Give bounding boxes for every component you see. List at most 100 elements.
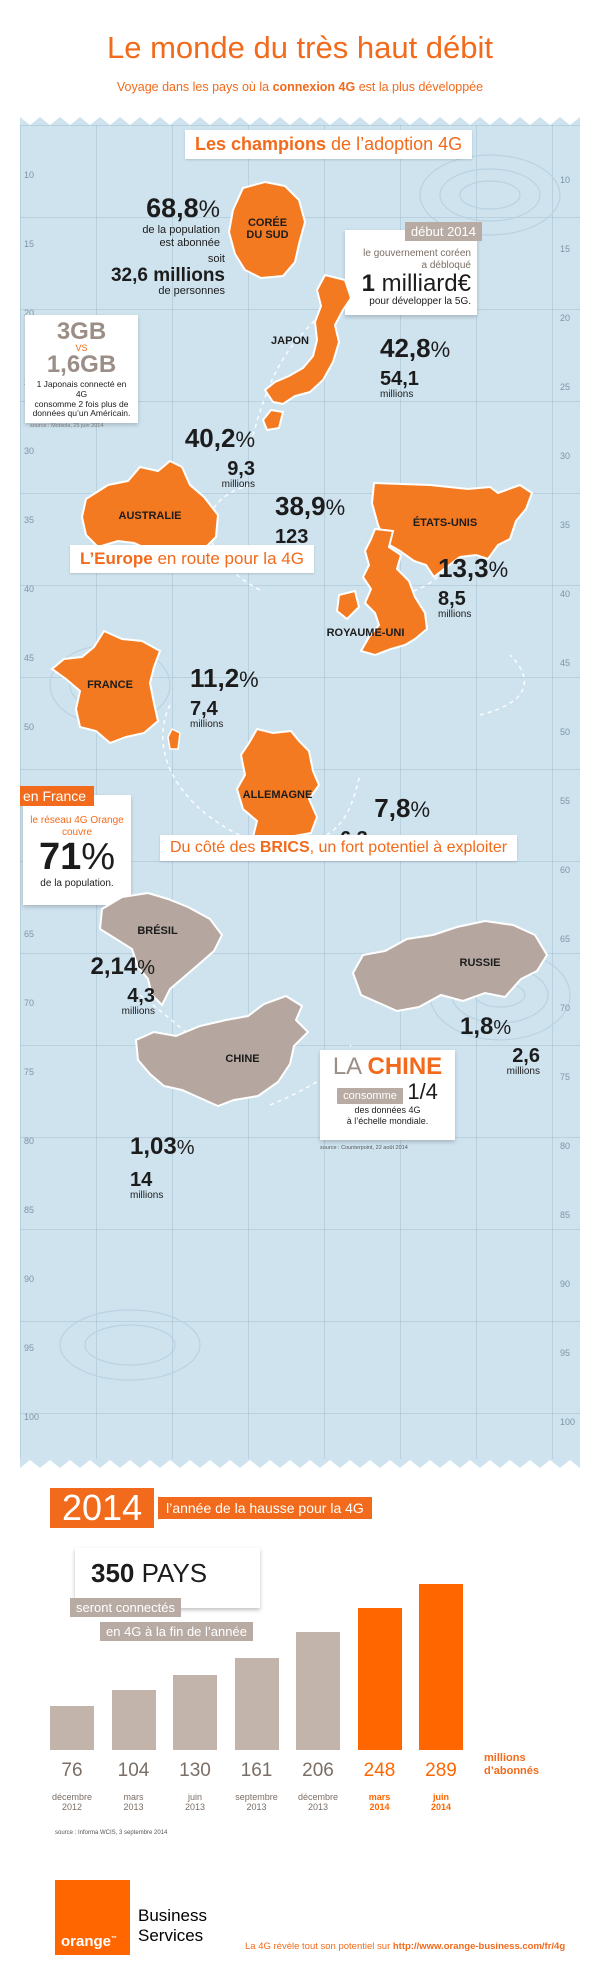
japon-pct-value: 42,8 <box>380 333 431 363</box>
usa-map-shape <box>370 481 534 579</box>
axis-number-right: 20 <box>560 313 571 323</box>
coree-pct-text1: de la population <box>142 224 220 236</box>
coree-label-line1: CORÉE <box>247 217 288 229</box>
russie-pct-sign: % <box>493 1017 512 1039</box>
coree-card-amount-word: milliard <box>381 270 458 297</box>
japon-card-text1: 1 Japonais connecté en 4G <box>36 379 127 399</box>
chine-label: CHINE <box>225 1053 260 1065</box>
axis-number-left: 35 <box>24 515 35 525</box>
subscribers-bar-chart <box>40 1560 490 1750</box>
france-pct-sign: % <box>239 667 259 692</box>
coree-millions-text: de personnes <box>158 284 225 297</box>
subtitle-after: est la plus développée <box>355 80 484 94</box>
chart-category-label: décembre 2012 <box>37 1792 107 1813</box>
orange-logo: orange™ <box>55 1880 130 1955</box>
allemagne-pct-sign: % <box>410 797 430 822</box>
chart-category-label-line: 2014 <box>430 1802 452 1813</box>
chine-pct-sign: % <box>176 1137 195 1159</box>
france-card-text2: couvre <box>61 826 92 838</box>
axis-number-right: 30 <box>560 451 571 461</box>
page-title: Le monde du très haut débit <box>106 30 494 65</box>
coree-card-amount-num: 1 <box>361 270 375 297</box>
axis-number-right: 60 <box>560 865 571 875</box>
year-box: 2014 <box>50 1488 155 1528</box>
chart-category-label-line: décembre <box>51 1792 93 1802</box>
champions-banner: Les champions de l’adoption 4G <box>185 130 473 159</box>
uk-map-shape <box>335 527 429 657</box>
brand-line2: Services <box>138 1925 204 1945</box>
usa-label: ÉTATS-UNIS <box>412 517 478 529</box>
japon-card-source: source : Mobiola, 25 juin 2014 <box>30 423 104 430</box>
axis-number-right: 10 <box>560 175 571 185</box>
chart-bar <box>419 1584 463 1750</box>
chart-unit-label: millions d’abonnés <box>484 1752 539 1777</box>
axis-number-right: 35 <box>560 520 571 530</box>
russie-map-shape <box>351 919 549 1013</box>
axis-number-left: 45 <box>24 653 35 663</box>
uk-pct-value: 13,3 <box>438 553 489 583</box>
japon-card-text3: données qu’un Américain. <box>32 408 131 419</box>
coree-map-shape <box>227 180 307 280</box>
japon-card-b: 1,6GB <box>46 351 117 378</box>
bresil-millions-text: millions <box>121 1006 155 1017</box>
bresil-stat: 2,14% 4,3 millions <box>65 955 155 1018</box>
france-pct-value: 11,2 <box>190 663 240 693</box>
axis-number-left: 10 <box>24 170 35 180</box>
france-info-card: en France le réseau 4G Orange couvre 71%… <box>20 786 131 905</box>
russie-label: RUSSIE <box>459 957 501 969</box>
champions-banner-bold: Les champions <box>195 134 327 154</box>
japon-pct-sign: % <box>430 337 451 362</box>
uk-pct-sign: % <box>488 557 509 582</box>
axis-number-right: 90 <box>560 1279 571 1289</box>
europe-banner-bold: L’Europe <box>80 549 153 568</box>
australie-millions-value: 9,3 <box>227 458 255 480</box>
axis-number-left: 50 <box>24 722 35 732</box>
france-millions-value: 7,4 <box>190 698 218 720</box>
france-map-shape <box>50 629 181 750</box>
footer-url-link[interactable]: http://www.orange-business.com/fr/4g <box>392 1941 566 1952</box>
chart-category-label: septembre 2013 <box>222 1792 292 1813</box>
allemagne-label: ALLEMAGNE <box>242 789 313 801</box>
chart-source: source : Informa WCIS, 3 septembre 2014 <box>55 1830 168 1836</box>
chart-bar <box>50 1706 94 1750</box>
axis-number-right: 80 <box>560 1141 571 1151</box>
axis-number-left: 95 <box>24 1343 35 1353</box>
subtitle-before: Voyage dans les pays où la <box>116 80 273 94</box>
japon-label: JAPON <box>271 335 309 347</box>
chine-card-title: LA CHINE <box>326 1054 449 1079</box>
chine-pct-value: 1,03 <box>130 1133 177 1160</box>
russie-pct-value: 1,8 <box>460 1013 494 1040</box>
coree-stat-millions: soit 32,6 millions de personnes <box>100 253 225 297</box>
chart-bar <box>357 1607 402 1750</box>
russie-millions-value: 2,6 <box>512 1045 540 1067</box>
axis-number-right: 75 <box>560 1072 571 1082</box>
chine-map-shape <box>134 994 310 1108</box>
axis-number-right: 15 <box>560 244 571 254</box>
chine-card-row: consomme 1/4 <box>326 1079 449 1105</box>
uk-millions-text: millions <box>438 609 472 620</box>
france-card-value: 71% <box>29 836 125 878</box>
brics-banner: Du côté des BRICS, un fort potentiel à e… <box>160 835 518 861</box>
coree-millions-value: 32,6 millions <box>110 264 225 286</box>
chart-category-label: mars 2014 <box>345 1792 415 1813</box>
chine-info-card: LA CHINE consomme 1/4 des données 4G à l… <box>320 1050 455 1140</box>
australie-pct-value: 40,2 <box>184 423 236 453</box>
axis-number-right: 65 <box>560 934 571 944</box>
russie-millions-text: millions <box>506 1066 540 1077</box>
chart-category-label-line: juin <box>433 1792 449 1802</box>
subtitle-bold: connexion 4G <box>272 80 356 94</box>
australie-millions-text: millions <box>221 479 255 490</box>
chart-bar <box>173 1675 217 1750</box>
chart-category-label: juin 2013 <box>160 1792 230 1813</box>
bresil-label: BRÉSIL <box>137 925 178 937</box>
bresil-map-shape <box>98 891 224 1007</box>
coree-pct-text2: est abonnée <box>159 236 220 249</box>
axis-number-right: 25 <box>560 382 571 392</box>
france-card-value-num: 71 <box>38 836 82 878</box>
chart-category-label: décembre 2013 <box>283 1792 353 1813</box>
coree-stat-pct: 68,8% de la population est abonnée <box>85 195 220 249</box>
chart-category-label-line: mars <box>123 1792 144 1802</box>
coree-info-card: début 2014 le gouvernement coréen a débl… <box>345 222 482 315</box>
france-card-tag: en France <box>20 786 95 806</box>
chart-value-label: 161 <box>240 1760 273 1781</box>
